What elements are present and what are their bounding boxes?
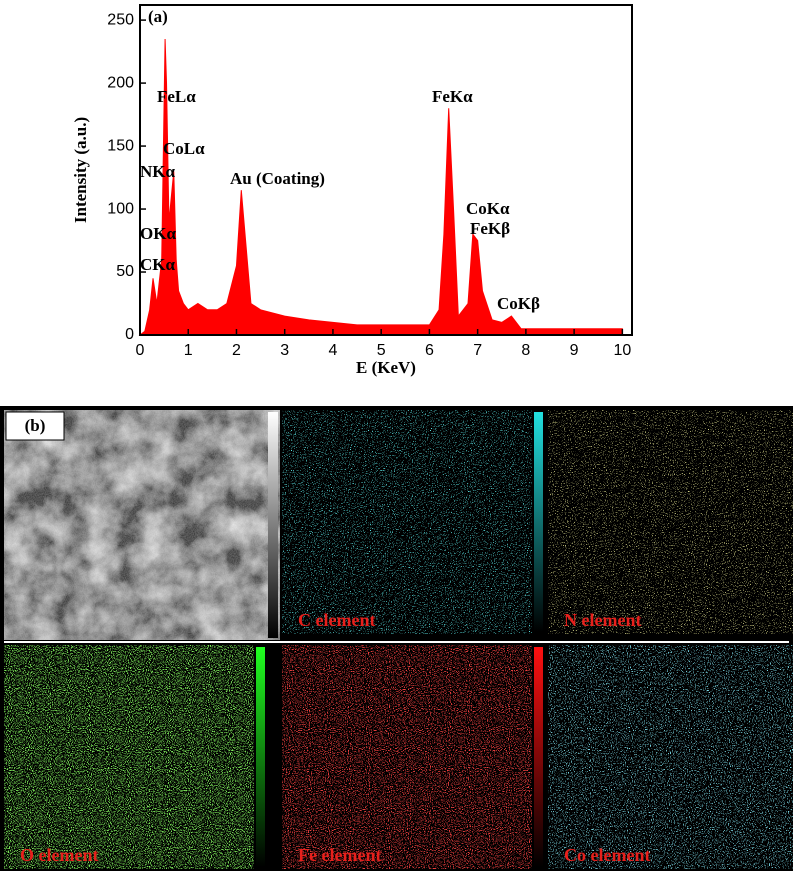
map-label: O element — [20, 845, 98, 865]
x-tick-label: 1 — [184, 342, 193, 359]
element-maps: (b) C element N element O element Fe elemen… — [0, 406, 793, 871]
y-tick-label: 150 — [107, 137, 134, 154]
sem-image — [4, 410, 280, 640]
label-box — [5, 411, 65, 441]
peak-label: FeKα — [432, 87, 473, 106]
x-tick-label: 6 — [425, 342, 434, 359]
map-dots — [282, 645, 532, 869]
y-axis-label: Intensity (a.u.) — [71, 117, 90, 223]
x-tick-label: 5 — [377, 342, 386, 359]
map-label: Co element — [564, 845, 650, 865]
y-tick-label: 100 — [107, 200, 134, 217]
x-tick-label: 0 — [136, 342, 145, 359]
map-dots — [4, 645, 254, 869]
color-bar — [534, 412, 543, 632]
map-label: Fe element — [298, 845, 381, 865]
y-tick-label: 0 — [125, 326, 134, 343]
color-bar — [534, 647, 543, 867]
x-tick-label: 7 — [473, 342, 482, 359]
map-label: N element — [564, 610, 641, 630]
x-tick-label: 4 — [328, 342, 337, 359]
y-tick-label: 50 — [116, 263, 134, 280]
x-tick-label: 2 — [232, 342, 241, 359]
y-tick-label: 250 — [107, 11, 134, 28]
x-tick-label: 8 — [521, 342, 530, 359]
map-label: C element — [298, 610, 375, 630]
peak-label: CoKβ — [497, 294, 540, 313]
map-dots — [548, 645, 793, 869]
x-tick-label: 9 — [570, 342, 579, 359]
peak-label: OKα — [140, 224, 176, 243]
x-axis-label: E (KeV) — [356, 358, 416, 377]
x-tick-label: 10 — [613, 342, 631, 359]
color-bar — [268, 412, 278, 638]
map-dots — [282, 410, 532, 634]
peak-label: Au (Coating) — [230, 169, 325, 188]
peak-label: FeKβ — [470, 219, 510, 238]
map-dots — [548, 410, 793, 634]
chart-title: (a) — [148, 7, 168, 26]
panel-label: (b) — [25, 416, 46, 435]
peak-label: FeLα — [157, 87, 196, 106]
peak-label: NKα — [140, 162, 176, 181]
peak-label: CKα — [140, 255, 176, 274]
plot-frame — [139, 4, 633, 336]
y-tick-label: 200 — [107, 74, 134, 91]
peak-label: CoKα — [466, 199, 510, 218]
spectrum — [138, 38, 623, 336]
peak-label: CoLα — [163, 139, 205, 158]
color-bar — [256, 647, 265, 867]
x-tick-label: 3 — [280, 342, 289, 359]
